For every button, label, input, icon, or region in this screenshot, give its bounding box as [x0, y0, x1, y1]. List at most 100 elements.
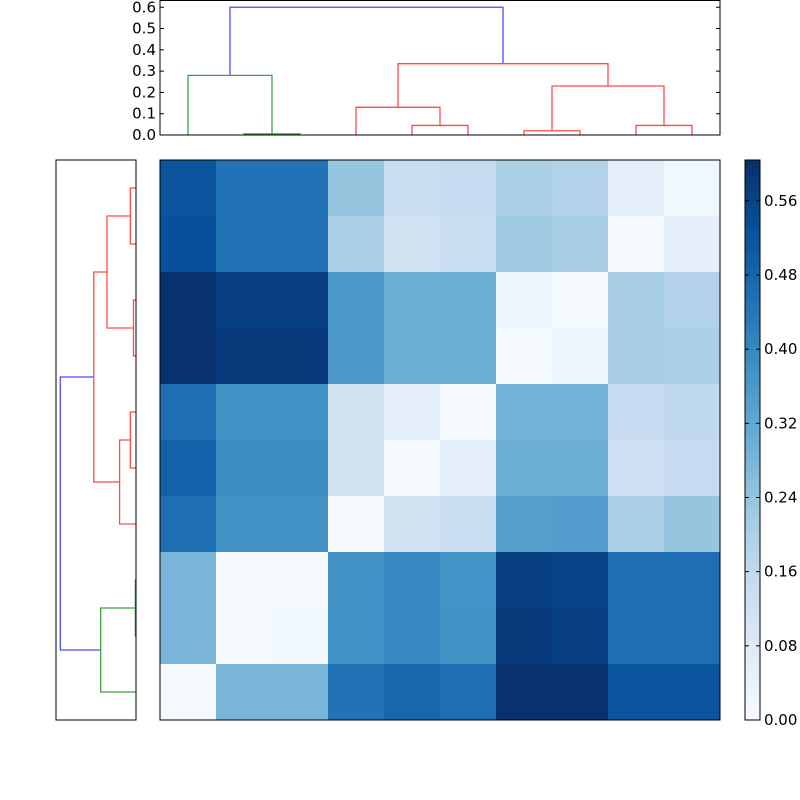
heatmap-cell: [496, 552, 553, 609]
heatmap-cell: [216, 272, 273, 329]
colorbar-tick-label: 0.32: [764, 414, 797, 432]
colorbar-gradient-slice: [745, 358, 760, 363]
heatmap-cell: [608, 272, 665, 329]
colorbar-gradient-slice: [745, 454, 760, 458]
colorbar-gradient-slice: [745, 529, 760, 533]
colorbar-gradient-slice: [745, 437, 760, 441]
colorbar-gradient-slice: [745, 384, 760, 388]
colorbar-gradient-slice: [745, 633, 760, 637]
heatmap-cell: [664, 496, 721, 553]
colorbar: 0.00 0.08 0.16 0.24 0.32 0.40 0.48 0.56: [744, 159, 797, 729]
heatmap-cell: [160, 328, 217, 385]
colorbar-gradient-slice: [745, 711, 760, 715]
colorbar-gradient-slice: [745, 207, 760, 211]
colorbar-gradient-slice: [745, 672, 760, 676]
heatmap-cell: [160, 496, 217, 553]
dendrogram-link: [106, 215, 134, 329]
colorbar-gradient-slice: [745, 459, 760, 463]
colorbar-gradient-slice: [745, 210, 760, 214]
heatmap-cell: [608, 440, 665, 497]
colorbar-tick-label: 0.56: [764, 192, 797, 210]
dendrogram-link: [93, 271, 120, 483]
heatmap-cell: [216, 328, 273, 385]
dendrogram-link: [635, 124, 693, 135]
colorbar-gradient-slice: [745, 580, 760, 584]
heatmap-cell: [216, 440, 273, 497]
colorbar-gradient-slice: [745, 655, 760, 659]
heatmap-cell: [496, 384, 553, 441]
dendrogram-link: [59, 376, 101, 651]
heatmap-cell: [216, 496, 273, 553]
dendrogram-link: [229, 6, 504, 76]
colorbar-gradient-slice: [745, 624, 760, 629]
colorbar-gradient-slice: [745, 456, 760, 461]
colorbar-gradient-slice: [745, 255, 760, 259]
colorbar-gradient-slice: [745, 636, 760, 640]
colorbar-gradient-slice: [745, 291, 760, 295]
heatmap-cell: [440, 160, 497, 217]
colorbar-gradient-slice: [745, 582, 760, 587]
colorbar-gradient-slice: [745, 650, 760, 654]
colorbar-gradient-slice: [745, 277, 760, 281]
heatmap-cell: [160, 272, 217, 329]
heatmap-cell: [160, 608, 217, 665]
colorbar-gradient-slice: [745, 652, 760, 657]
left-dendrogram-frame: [55, 159, 137, 721]
colorbar-gradient-slice: [745, 585, 760, 589]
colorbar-gradient-slice: [745, 283, 760, 287]
top-dendrogram-frame: [159, 0, 721, 136]
heatmap-cell: [272, 664, 329, 721]
colorbar-gradient-slice: [745, 669, 760, 673]
heatmap-cell: [664, 216, 721, 273]
dendrogram-link: [355, 106, 441, 135]
dendrogram-link: [129, 411, 136, 469]
heatmap-frame: [159, 159, 721, 721]
heatmap-cell: [384, 272, 441, 329]
heatmap-cell: [216, 552, 273, 609]
colorbar-gradient-slice: [745, 504, 760, 508]
colorbar-gradient-slice: [745, 241, 760, 245]
heatmap-cell: [440, 552, 497, 609]
heatmap-cell: [496, 160, 553, 217]
colorbar-gradient-slice: [745, 216, 760, 220]
heatmap-cell: [328, 608, 385, 665]
heatmap-cell: [384, 664, 441, 721]
heatmap-cell: [328, 384, 385, 441]
colorbar-gradient-slice: [745, 314, 760, 318]
heatmap-cell: [328, 496, 385, 553]
colorbar-gradient-slice: [745, 521, 760, 525]
colorbar-gradient-slice: [745, 574, 760, 578]
colorbar-gradient-slice: [745, 630, 760, 634]
colorbar-gradient-slice: [745, 496, 760, 500]
colorbar-tick-label: 0.16: [764, 563, 797, 581]
colorbar-gradient-slice: [745, 403, 760, 407]
colorbar-gradient-slice: [745, 451, 760, 455]
heatmap-cell: [328, 328, 385, 385]
colorbar-gradient-slice: [745, 501, 760, 505]
y-tick-label: 0.1: [132, 105, 156, 123]
colorbar-gradient-slice: [745, 370, 760, 374]
heatmap-cell: [440, 496, 497, 553]
colorbar-gradient-slice: [745, 540, 760, 545]
colorbar-gradient-slice: [745, 288, 760, 293]
colorbar-gradient-slice: [745, 412, 760, 416]
colorbar-gradient-slice: [745, 563, 760, 567]
colorbar-gradient-slice: [745, 246, 760, 251]
colorbar-gradient-slice: [745, 274, 760, 279]
heatmap-cell: [384, 440, 441, 497]
colorbar-gradient-slice: [745, 238, 760, 242]
colorbar-gradient-slice: [745, 445, 760, 449]
colorbar-gradient-slice: [745, 179, 760, 183]
colorbar-gradient-slice: [745, 213, 760, 217]
dendrogram-link: [100, 607, 136, 693]
colorbar-gradient-slice: [745, 400, 760, 405]
colorbar-gradient-slice: [745, 372, 760, 377]
colorbar-gradient-slice: [745, 322, 760, 326]
left-dendrogram: [55, 159, 137, 721]
colorbar-gradient-slice: [745, 666, 760, 671]
colorbar-gradient-slice: [745, 538, 760, 542]
colorbar-gradient-slice: [745, 507, 760, 511]
heatmap-cell: [496, 216, 553, 273]
colorbar-gradient-slice: [745, 557, 760, 561]
colorbar-gradient-slice: [745, 392, 760, 396]
